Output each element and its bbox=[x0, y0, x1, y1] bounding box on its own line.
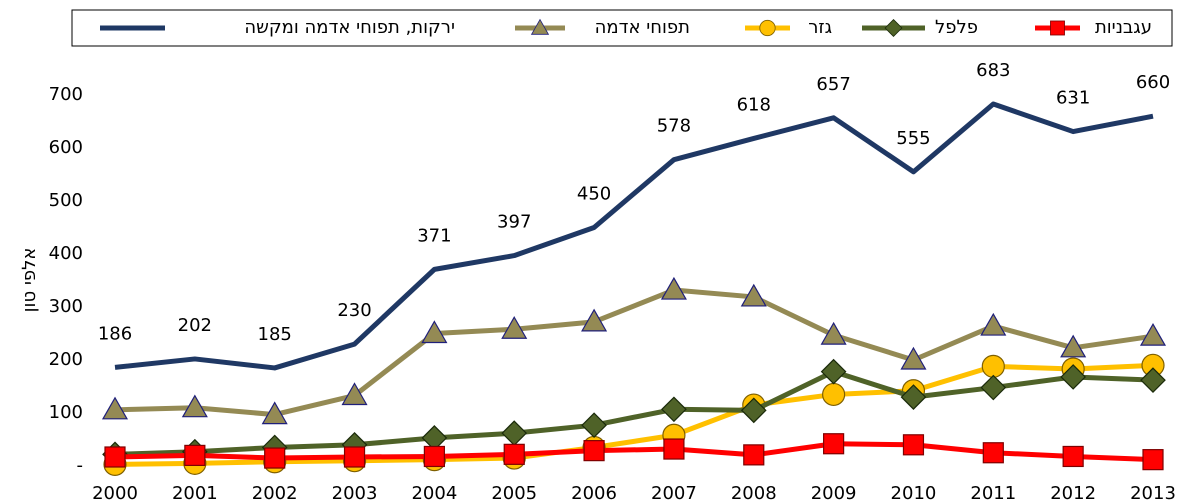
x-tick-label: 2002 bbox=[252, 483, 298, 504]
data-label: 618 bbox=[737, 94, 771, 115]
marker bbox=[743, 444, 765, 466]
marker bbox=[104, 446, 126, 468]
marker bbox=[1060, 334, 1087, 358]
data-label: 230 bbox=[337, 300, 371, 321]
marker bbox=[663, 438, 685, 460]
legend-label: פלפל bbox=[935, 17, 978, 38]
marker bbox=[501, 420, 528, 446]
marker bbox=[421, 320, 448, 344]
marker bbox=[264, 447, 286, 469]
series-line bbox=[114, 441, 1154, 463]
legend-label: עגבניות bbox=[1095, 17, 1152, 38]
marker bbox=[423, 445, 445, 468]
data-label: 450 bbox=[577, 184, 611, 205]
data-label: 631 bbox=[1056, 88, 1090, 109]
marker bbox=[740, 397, 767, 424]
x-tick-label: 2009 bbox=[811, 483, 857, 504]
data-label: 397 bbox=[497, 212, 531, 233]
y-tick-label: - bbox=[77, 455, 84, 476]
series-line bbox=[114, 369, 1154, 457]
marker bbox=[341, 382, 368, 406]
data-label: 185 bbox=[258, 324, 292, 345]
marker bbox=[820, 321, 847, 345]
legend-label: תפוחי אדמה bbox=[595, 17, 690, 38]
y-axis-label: אלפי טון bbox=[19, 248, 40, 313]
marker bbox=[980, 312, 1007, 336]
data-label: 660 bbox=[1136, 72, 1170, 93]
x-tick-label: 2010 bbox=[891, 483, 937, 504]
legend-marker bbox=[759, 19, 776, 37]
marker bbox=[661, 396, 687, 423]
marker bbox=[982, 442, 1004, 464]
marker bbox=[902, 434, 925, 456]
x-tick-label: 2003 bbox=[332, 483, 378, 504]
marker bbox=[1060, 364, 1086, 390]
data-label: 186 bbox=[98, 323, 132, 344]
series-line bbox=[114, 101, 1154, 371]
marker bbox=[581, 412, 607, 439]
marker bbox=[583, 440, 605, 462]
y-tick-label: 600 bbox=[49, 137, 83, 158]
marker bbox=[1062, 445, 1084, 468]
marker bbox=[822, 382, 846, 407]
x-tick-label: 2007 bbox=[651, 483, 697, 504]
marker bbox=[1139, 322, 1167, 346]
data-label: 683 bbox=[976, 60, 1010, 81]
y-tick-label: 100 bbox=[49, 402, 83, 423]
x-tick-label: 2005 bbox=[491, 483, 537, 504]
marker bbox=[823, 433, 845, 455]
x-tick-label: 2013 bbox=[1130, 483, 1176, 504]
x-tick-label: 2012 bbox=[1050, 483, 1096, 504]
marker bbox=[1142, 449, 1164, 471]
series-line bbox=[114, 287, 1154, 418]
y-tick-label: 700 bbox=[49, 84, 83, 105]
data-label: 371 bbox=[417, 225, 451, 246]
x-tick-label: 2001 bbox=[172, 483, 218, 504]
x-tick-label: 2000 bbox=[92, 483, 138, 504]
marker bbox=[900, 346, 927, 370]
series-line bbox=[114, 362, 1154, 467]
marker bbox=[261, 401, 288, 425]
marker bbox=[101, 396, 129, 420]
y-tick-label: 200 bbox=[49, 349, 83, 370]
data-label: 202 bbox=[178, 315, 212, 336]
marker bbox=[820, 358, 847, 385]
y-tick-label: 500 bbox=[49, 190, 83, 211]
marker bbox=[981, 354, 1005, 378]
marker bbox=[980, 374, 1007, 401]
marker bbox=[343, 446, 366, 468]
marker bbox=[181, 394, 208, 418]
x-tick-label: 2008 bbox=[731, 483, 777, 504]
marker bbox=[581, 308, 608, 332]
legend-marker bbox=[884, 19, 903, 37]
marker bbox=[184, 444, 206, 466]
legend-label: ירקות, תפוחי אדמה ומקשה bbox=[244, 17, 455, 38]
legend-label: גזר bbox=[808, 17, 832, 38]
marker bbox=[1140, 367, 1166, 393]
data-label: 657 bbox=[816, 74, 850, 95]
marker bbox=[503, 443, 525, 465]
marker bbox=[740, 283, 767, 307]
x-tick-label: 2011 bbox=[970, 483, 1016, 504]
y-tick-label: 300 bbox=[49, 296, 83, 317]
data-label: 578 bbox=[657, 116, 691, 137]
marker bbox=[501, 316, 528, 339]
marker bbox=[900, 384, 927, 410]
x-tick-label: 2006 bbox=[571, 483, 617, 504]
legend-marker bbox=[1050, 20, 1065, 36]
marker bbox=[660, 276, 687, 300]
x-tick-label: 2004 bbox=[411, 483, 457, 504]
legend-box bbox=[71, 9, 1173, 47]
data-label: 555 bbox=[896, 128, 930, 149]
legend-marker bbox=[530, 18, 550, 35]
y-tick-label: 400 bbox=[49, 243, 83, 264]
